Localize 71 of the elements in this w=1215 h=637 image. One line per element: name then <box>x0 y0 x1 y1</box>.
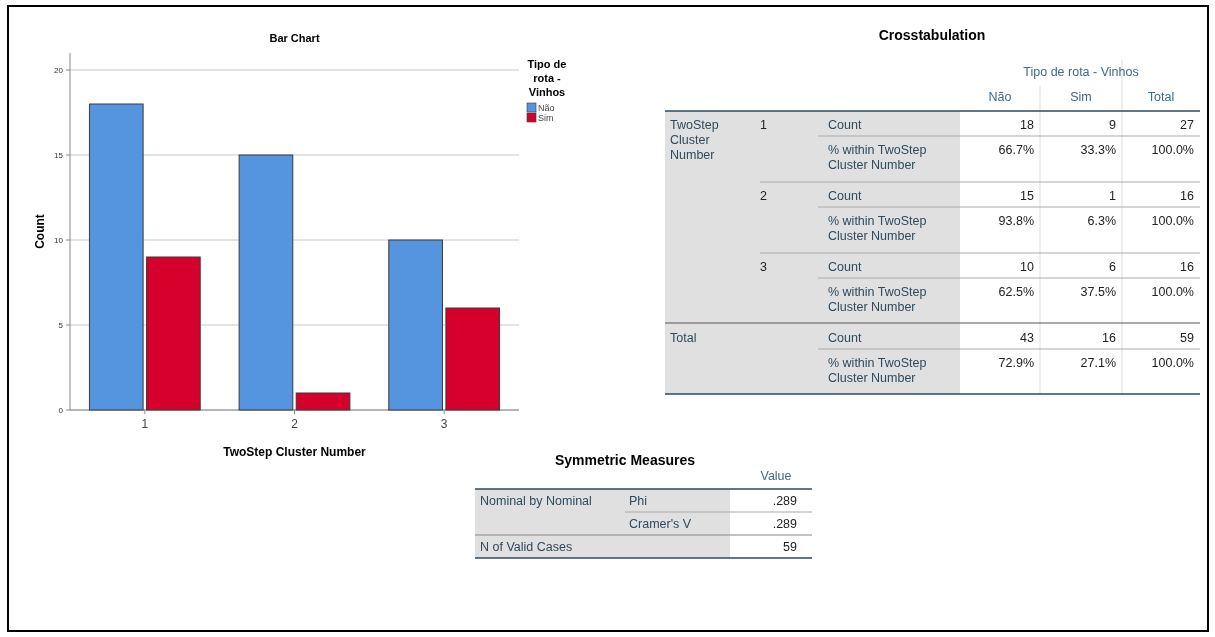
text: 27.1% <box>1080 356 1116 371</box>
text: Cramer's V <box>629 517 692 532</box>
y-axis-title: Count <box>33 214 47 249</box>
text: 2 <box>760 189 767 204</box>
text: 100.0% <box>1151 214 1194 229</box>
text: Count <box>828 260 862 275</box>
text: 15 <box>1020 189 1035 204</box>
text: 100.0% <box>1151 143 1194 158</box>
text: Tipo de rota - Vinhos <box>1023 65 1139 80</box>
x-tick-label: 3 <box>440 417 448 431</box>
text: Count <box>828 189 862 204</box>
text: % within TwoStep Cluster Number <box>828 143 927 173</box>
text: .289 <box>772 494 798 509</box>
text: 72.9% <box>998 356 1034 371</box>
text: 16 <box>1102 331 1117 346</box>
text: Count <box>828 118 862 133</box>
text: 66.7% <box>998 143 1034 158</box>
text: 1 <box>1109 189 1117 204</box>
y-tick-label: 20 <box>54 65 64 75</box>
text: 43 <box>1020 331 1035 346</box>
text: 100.0% <box>1151 356 1194 371</box>
text: 62.5% <box>998 285 1034 300</box>
legend-label: Sim <box>538 112 554 123</box>
text: .289 <box>772 517 798 532</box>
text: 37.5% <box>1080 285 1116 300</box>
bar <box>146 256 201 411</box>
text: 1 <box>760 118 767 133</box>
text: 3 <box>760 260 767 275</box>
text: 18 <box>1020 118 1035 133</box>
text: Phi <box>629 494 648 509</box>
text: Não <box>988 90 1012 105</box>
text: % within TwoStep Cluster Number <box>828 356 927 386</box>
text: Nominal by Nominal <box>480 494 592 509</box>
text: 59 <box>783 540 798 555</box>
text: % within TwoStep Cluster Number <box>828 285 927 315</box>
text: 16 <box>1180 189 1195 204</box>
text: Symmetric Measures <box>554 452 696 468</box>
text: 100.0% <box>1151 285 1194 300</box>
text: Total <box>670 331 697 346</box>
y-tick-label: 0 <box>58 405 64 415</box>
bar <box>238 154 294 411</box>
bar <box>295 392 351 411</box>
y-tick-label: 5 <box>58 320 64 330</box>
text: Total <box>1147 90 1175 105</box>
bar <box>388 239 443 411</box>
text: TwoStep Cluster Number <box>670 118 719 163</box>
y-tick-label: 15 <box>54 150 64 160</box>
text: Value <box>760 469 792 484</box>
x-tick-label: 2 <box>291 417 299 431</box>
text: Sim <box>1070 90 1092 105</box>
text: 6 <box>1109 260 1117 275</box>
bar <box>445 307 501 411</box>
text: 33.3% <box>1080 143 1116 158</box>
text: 16 <box>1180 260 1195 275</box>
legend-title: Tipo de rota - Vinhos <box>527 58 567 98</box>
text: 27 <box>1180 118 1195 133</box>
text: 9 <box>1109 118 1117 133</box>
legend-label: Não <box>538 102 555 113</box>
y-tick-label: 10 <box>54 235 64 245</box>
text: Count <box>828 331 862 346</box>
x-axis-title: TwoStep Cluster Number <box>223 445 367 459</box>
chart-title: Bar Chart <box>269 32 320 44</box>
text: % within TwoStep Cluster Number <box>828 214 927 244</box>
x-tick-label: 1 <box>141 417 149 431</box>
text: 59 <box>1180 331 1195 346</box>
bar <box>88 103 144 411</box>
text: 93.8% <box>998 214 1034 229</box>
text: 6.3% <box>1087 214 1116 229</box>
text: Crosstabulation <box>878 27 986 43</box>
text: N of Valid Cases <box>480 540 573 555</box>
text: 10 <box>1020 260 1035 275</box>
